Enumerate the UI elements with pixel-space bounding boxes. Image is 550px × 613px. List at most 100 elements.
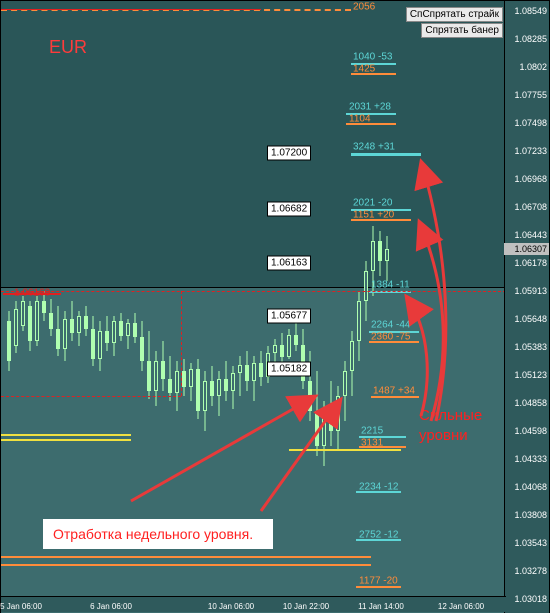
candle	[230, 1, 236, 601]
candle	[167, 1, 173, 601]
candle	[174, 1, 180, 601]
y-tick: 1.03278	[514, 566, 547, 576]
level-line	[1, 556, 371, 558]
candle	[307, 1, 313, 601]
candle	[20, 1, 26, 601]
candle	[41, 1, 47, 601]
candle	[97, 1, 103, 601]
x-tick: 6 Jan 06:00	[90, 602, 132, 611]
level-label: 3131	[361, 438, 383, 449]
candle	[251, 1, 257, 601]
x-tick: 12 Jan 06:00	[438, 602, 484, 611]
y-tick: 1.04333	[514, 454, 547, 464]
x-tick: 11 Jan 14:00	[358, 602, 404, 611]
candle	[202, 1, 208, 601]
hide-banner-button[interactable]: Спрятать банер	[421, 23, 503, 38]
y-tick: 1.05913	[514, 286, 547, 296]
level-label: 2031 +28	[349, 102, 391, 113]
level-line	[1, 291, 506, 292]
y-tick: 1.06968	[514, 174, 547, 184]
candle	[195, 1, 201, 601]
level-line	[1, 564, 371, 566]
price-label: 1.06682	[267, 202, 311, 217]
candle	[293, 1, 299, 601]
candle	[237, 1, 243, 601]
candle	[349, 1, 355, 601]
x-tick: 10 Jan 06:00	[208, 602, 254, 611]
y-tick: 1.04598	[514, 426, 547, 436]
y-tick: 1.06443	[514, 230, 547, 240]
candle	[335, 1, 341, 601]
y-tick: 1.06178	[514, 258, 547, 268]
level-label: 1384 -11	[371, 280, 410, 291]
y-axis: 1.085491.082851.08021.077551.074981.0723…	[504, 1, 549, 613]
candle	[286, 1, 292, 601]
candle	[342, 1, 348, 601]
symbol-label: EUR	[49, 37, 87, 58]
price-label: 1.06163	[267, 256, 311, 271]
y-tick: 1.05123	[514, 370, 547, 380]
y-tick: 1.07755	[514, 90, 547, 100]
level-label: 1104	[349, 114, 371, 125]
candle	[384, 1, 390, 601]
level-label: 1040 -53	[353, 52, 392, 63]
candle	[377, 1, 383, 601]
candle	[244, 1, 250, 601]
candle	[48, 1, 54, 601]
price-label: 1.05182	[267, 362, 311, 377]
candle	[132, 1, 138, 601]
red-box-vertical	[181, 291, 182, 396]
y-tick: 1.03018	[514, 594, 547, 604]
candle	[216, 1, 222, 601]
strong-levels-callout: Сильные уровни	[419, 406, 482, 445]
level-label: 2056	[353, 2, 375, 13]
y-tick: 1.07498	[514, 118, 547, 128]
y-tick: 1.03543	[514, 538, 547, 548]
candle	[272, 1, 278, 601]
candle	[209, 1, 215, 601]
y-tick: 1.08549	[514, 6, 547, 16]
level-label: 2234 -12	[359, 482, 398, 493]
candle	[34, 1, 40, 601]
x-axis: 5 Jan 06:006 Jan 06:0010 Jan 06:0010 Jan…	[1, 596, 506, 612]
candle	[55, 1, 61, 601]
chart-container: EUR СпСпрятать страйк Спрятать банер 1.0…	[0, 0, 550, 613]
hide-strike-button[interactable]: СпСпрятать страйк	[406, 7, 503, 22]
x-tick: 10 Jan 22:00	[283, 602, 329, 611]
y-tick: 1.04068	[514, 482, 547, 492]
price-label-left: 1.06160	[11, 287, 53, 300]
candle	[363, 1, 369, 601]
level-label: 2021 -20	[353, 198, 392, 209]
candle	[146, 1, 152, 601]
candle	[314, 1, 320, 601]
level-label: 2264 -44	[371, 320, 410, 331]
level-label: 1425	[353, 64, 375, 75]
level-line	[351, 153, 421, 156]
y-tick: 1.05648	[514, 314, 547, 324]
candle	[160, 1, 166, 601]
candle	[328, 1, 334, 601]
candle	[188, 1, 194, 601]
price-label: 1.07200	[267, 146, 311, 161]
candle	[76, 1, 82, 601]
level-label: 1151 +20	[353, 210, 394, 221]
level-line	[1, 396, 181, 397]
candle	[90, 1, 96, 601]
candle	[111, 1, 117, 601]
candle	[265, 1, 271, 601]
candle	[13, 1, 19, 601]
level-label: 1487 +34	[373, 386, 415, 397]
level-label: 3248 +31	[353, 142, 395, 153]
candle	[300, 1, 306, 601]
y-tick: 1.04858	[514, 398, 547, 408]
candle	[27, 1, 33, 601]
candle	[125, 1, 131, 601]
current-price-tag: 1.06307	[504, 243, 549, 255]
y-tick: 1.03808	[514, 510, 547, 520]
candle	[69, 1, 75, 601]
level-line	[289, 449, 401, 451]
strong-levels-text: Сильные уровни	[419, 407, 482, 444]
candle	[104, 1, 110, 601]
candle	[370, 1, 376, 601]
weekly-level-callout: Отработка недельного уровня.	[43, 519, 273, 549]
